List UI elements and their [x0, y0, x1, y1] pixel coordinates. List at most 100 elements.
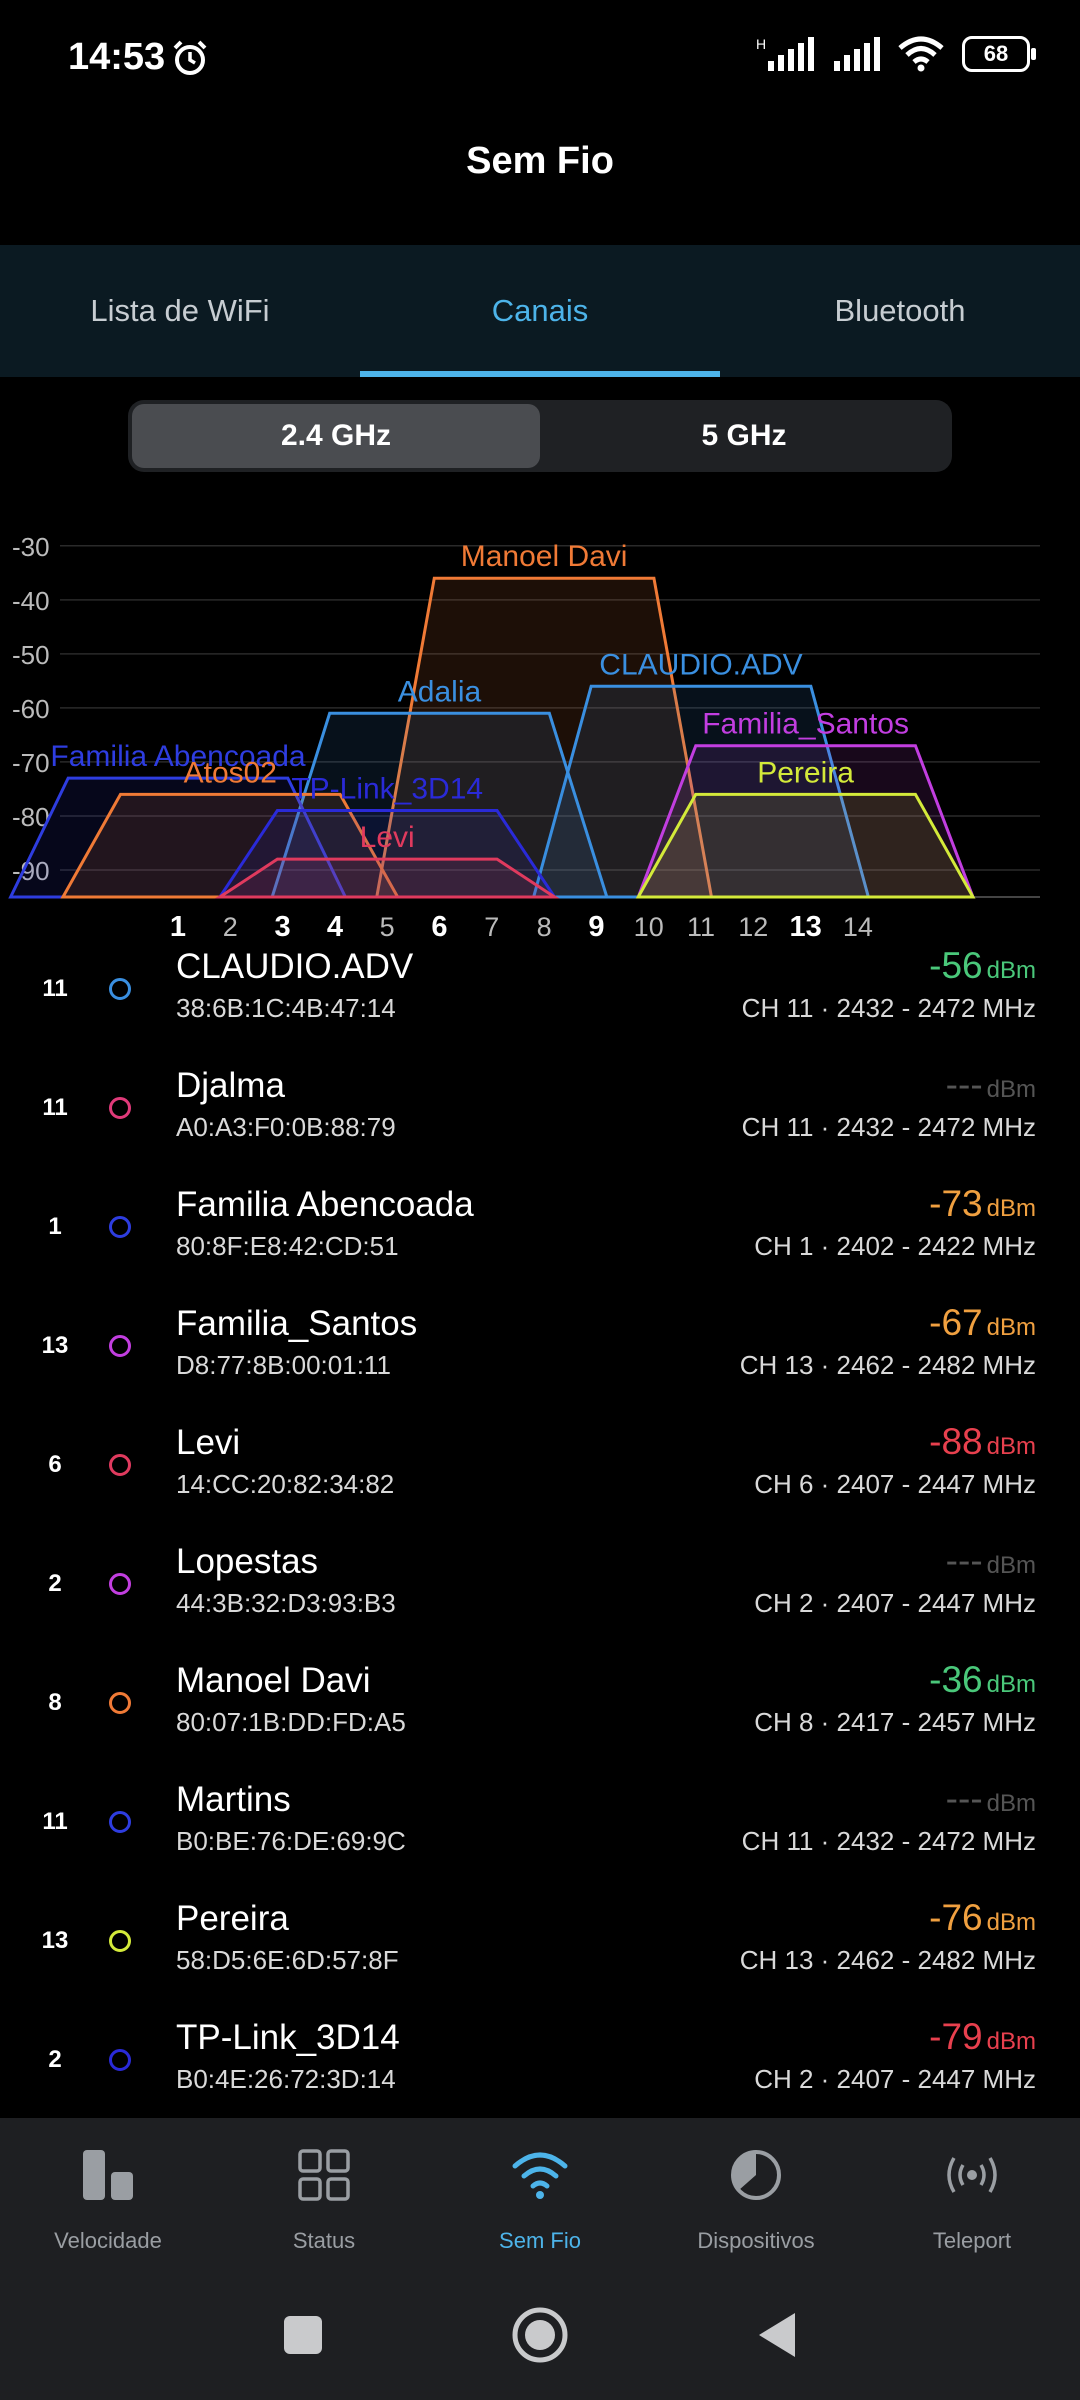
ssid: Lopestas — [176, 1542, 319, 1581]
wifi-status-icon — [898, 36, 944, 72]
mac-address: B0:BE:76:DE:69:9C — [176, 1826, 406, 1856]
channel-frequency: CH 13 · 2462 - 2482 MHz — [739, 1945, 1036, 1975]
back-icon[interactable] — [757, 2311, 797, 2359]
grid-icon — [298, 2149, 350, 2201]
signal-unit: dBm — [986, 1195, 1036, 1222]
x-tick-label: 5 — [380, 912, 395, 942]
channel-frequency: CH 11 · 2432 - 2472 MHz — [741, 1112, 1036, 1142]
signal-strength: -36 dBm — [929, 1659, 1036, 1701]
nav-status[interactable]: Status — [216, 2118, 432, 2293]
network-row[interactable]: 11 CLAUDIO.ADV 38:6B:1C:4B:47:14 -56 dBm CH 1… — [0, 945, 1080, 1074]
signal-unit: dBm — [986, 957, 1036, 984]
tab-wifi-list[interactable]: Lista de WiFi — [90, 293, 270, 328]
network-row[interactable]: 2 Lopestas 44:3B:32:D3:93:B3 --- dBm CH 2 · 2… — [0, 1540, 1080, 1669]
network-color-dot — [109, 1573, 131, 1595]
nav-teleport[interactable]: Teleport — [864, 2118, 1080, 2293]
channel-number: 2 — [48, 1570, 62, 1597]
mac-address: 38:6B:1C:4B:47:14 — [176, 993, 396, 1023]
channel-frequency: CH 11 · 2432 - 2472 MHz — [741, 993, 1036, 1023]
recents-icon[interactable] — [283, 2315, 323, 2355]
home-icon[interactable] — [510, 2305, 570, 2365]
network-curve-label: Familia_Santos — [702, 708, 909, 741]
nav-wireless-label: Sem Fio — [499, 2228, 581, 2253]
channel-number: 11 — [42, 1808, 68, 1835]
mac-address: 58:D5:6E:6D:57:8F — [176, 1945, 399, 1975]
tab-bluetooth[interactable]: Bluetooth — [834, 293, 966, 328]
channel-frequency: CH 11 · 2432 - 2472 MHz — [741, 1826, 1036, 1856]
signal-unit: dBm — [986, 1671, 1036, 1698]
x-tick-label: 13 — [789, 911, 821, 943]
network-row[interactable]: 2 TP-Link_3D14 B0:4E:26:72:3D:14 -79 dBm CH 2… — [0, 2016, 1080, 2145]
ssid: Martins — [176, 1780, 291, 1819]
band-5ghz-button[interactable]: 5 GHz — [701, 419, 787, 452]
nav-wireless[interactable]: Sem Fio — [432, 2118, 648, 2293]
signal-value: --- — [945, 1778, 983, 1819]
signal-strength: -79 dBm — [929, 2016, 1036, 2058]
channel-number: 6 — [48, 1451, 62, 1478]
signal-strength: -67 dBm — [929, 1302, 1036, 1344]
y-tick-label: -60 — [12, 694, 50, 724]
signal-value: --- — [945, 1064, 983, 1105]
network-curve — [214, 857, 560, 899]
channel-number: 11 — [42, 1094, 68, 1121]
alarm-icon — [173, 40, 207, 75]
network-color-dot — [109, 1097, 131, 1119]
mac-address: 80:8F:E8:42:CD:51 — [176, 1231, 399, 1261]
signal-unit: dBm — [986, 1552, 1036, 1579]
network-row[interactable]: 8 Manoel Davi 80:07:1B:DD:FD:A5 -36 dBm CH 8 … — [0, 1659, 1080, 1788]
mac-address: A0:A3:F0:0B:88:79 — [176, 1112, 396, 1142]
network-curve-label: Levi — [360, 821, 415, 854]
channel-chart: -30-40-50-60-70-80-901 2 3 4 5 6 7 8 9 10 11 12 13 14… — [8, 532, 1040, 943]
teleport-icon — [947, 2157, 997, 2193]
x-tick-label: 11 — [687, 912, 715, 942]
channel-number: 13 — [41, 1332, 69, 1359]
ssid: TP-Link_3D14 — [176, 2018, 400, 2057]
bottom-navigation: Velocidade Status Sem Fio Dispositivos T… — [0, 2118, 1080, 2293]
system-icons: H 68 — [756, 36, 1036, 72]
nav-speed-label: Velocidade — [54, 2228, 162, 2253]
nav-teleport-label: Teleport — [932, 2228, 1012, 2253]
signal-value: -36 — [929, 1659, 983, 1700]
mac-address: D8:77:8B:00:01:11 — [176, 1350, 391, 1380]
ssid: Manoel Davi — [176, 1661, 371, 1700]
network-curve-label: Pereira — [757, 756, 854, 789]
signal-value: -56 — [929, 945, 983, 986]
ssid: Djalma — [176, 1066, 285, 1105]
ssid: CLAUDIO.ADV — [176, 947, 414, 986]
mac-address: 14:CC:20:82:34:82 — [176, 1469, 395, 1499]
x-tick-label: 14 — [843, 912, 873, 942]
ssid: Familia_Santos — [176, 1304, 418, 1343]
channel-number: 2 — [48, 2046, 62, 2073]
nav-speed[interactable]: Velocidade — [0, 2118, 216, 2293]
band-selector: 2.4 GHz 5 GHz — [128, 400, 952, 472]
network-row[interactable]: 11 Djalma A0:A3:F0:0B:88:79 --- dBm CH 11 · 2… — [0, 1064, 1080, 1193]
signal-value: --- — [945, 1540, 983, 1581]
band-2-4ghz-button[interactable]: 2.4 GHz — [132, 404, 540, 468]
signal-unit: dBm — [986, 1790, 1036, 1817]
network-color-dot — [109, 1811, 131, 1833]
signal-value: -88 — [929, 1421, 983, 1462]
network-curve-label: CLAUDIO.ADV — [599, 648, 802, 681]
signal-unit: dBm — [986, 1433, 1036, 1460]
channel-frequency: CH 2 · 2407 - 2447 MHz — [754, 1588, 1036, 1618]
tab-channels[interactable]: Canais — [360, 245, 720, 377]
battery-icon: 68 — [962, 36, 1036, 72]
clock: 14:53 — [68, 36, 166, 78]
x-tick-label: 2 — [223, 912, 238, 942]
network-curve-label: Adalia — [398, 675, 482, 708]
signal-unit: dBm — [986, 2028, 1036, 2055]
network-row[interactable]: 13 Familia_Santos D8:77:8B:00:01:11 -67 dBm C… — [0, 1302, 1080, 1431]
speed-icon — [83, 2150, 133, 2200]
network-row[interactable]: 13 Pereira 58:D5:6E:6D:57:8F -76 dBm CH 13 · … — [0, 1897, 1080, 2026]
network-color-dot — [109, 2049, 131, 2071]
network-color-dot — [109, 1692, 131, 1714]
network-row[interactable]: 6 Levi 14:CC:20:82:34:82 -88 dBm CH 6 · 2407 … — [0, 1421, 1080, 1550]
network-row[interactable]: 11 Martins B0:BE:76:DE:69:9C --- dBm CH 11 · … — [0, 1778, 1080, 1907]
nav-devices[interactable]: Dispositivos — [648, 2118, 864, 2293]
signal-strength: --- dBm — [946, 1778, 1036, 1820]
ssid: Pereira — [176, 1899, 289, 1938]
signal-strength: --- dBm — [946, 1540, 1036, 1582]
network-type: H — [756, 37, 766, 52]
network-row[interactable]: 1 Familia Abencoada 80:8F:E8:42:CD:51 -73 dB… — [0, 1183, 1080, 1312]
y-tick-label: -50 — [12, 640, 50, 670]
